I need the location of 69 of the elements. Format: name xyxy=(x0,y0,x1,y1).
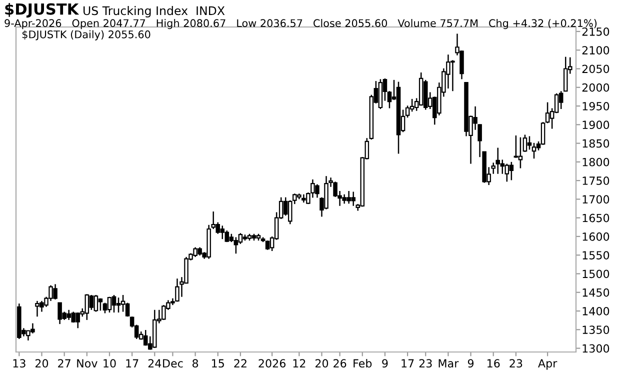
x-tick-label: 9 xyxy=(468,359,474,368)
candlestick xyxy=(98,298,103,312)
x-tick-label: 27 xyxy=(58,359,70,368)
x-tick-label: 24 xyxy=(148,359,162,368)
y-tick-label: 1500 xyxy=(582,270,610,278)
x-tick-label: 9 xyxy=(382,359,388,368)
x-tick-label: 26 xyxy=(334,359,346,368)
x-tick-label: Apr xyxy=(538,359,558,370)
y-tick-label: 1750 xyxy=(582,176,610,185)
x-tick-label: 15 xyxy=(212,359,224,368)
candlestick xyxy=(509,161,514,181)
y-tick-label: 1350 xyxy=(582,326,610,334)
candlestick xyxy=(518,136,523,169)
x-tick-label: 20 xyxy=(35,359,48,368)
chart-subtitle: US Trucking Index INDX xyxy=(84,6,225,18)
x-tick-label: Feb xyxy=(354,358,372,368)
y-tick-label: 1700 xyxy=(582,195,610,204)
y-tick-label: 1550 xyxy=(582,251,610,260)
candlestick xyxy=(112,294,116,314)
candlestick xyxy=(532,142,536,160)
candlestick xyxy=(238,232,243,245)
candlestick xyxy=(405,105,410,118)
y-tick-label: 1900 xyxy=(582,120,610,130)
y-tick-label: 2000 xyxy=(582,83,610,92)
candlestick xyxy=(125,302,130,318)
candlestick xyxy=(94,294,98,312)
candlestick xyxy=(504,163,510,182)
candlestick xyxy=(558,90,564,110)
x-tick-label: 8 xyxy=(192,359,198,368)
candlestick xyxy=(545,102,550,124)
x-tick-label: 12 xyxy=(293,359,306,368)
candlestick xyxy=(527,136,532,150)
candlestick xyxy=(107,296,112,314)
candlestick xyxy=(89,294,94,311)
x-tick-label: 13 xyxy=(13,359,26,368)
y-tick-label: 1400 xyxy=(582,306,610,316)
candlestick xyxy=(84,294,90,321)
x-tick-label: 17 xyxy=(402,359,414,368)
x-tick-label: 22 xyxy=(234,359,246,368)
candlestick xyxy=(120,294,126,312)
x-tick-label: 17 xyxy=(126,359,138,368)
y-tick-label: 2050 xyxy=(582,64,610,74)
candlestick xyxy=(410,98,414,112)
x-tick-label: 23 xyxy=(419,359,432,368)
x-tick-label: 16 xyxy=(488,359,500,368)
y-tick-label: 1450 xyxy=(582,288,610,297)
x-tick-label: 2026 xyxy=(258,359,286,368)
y-tick-label: 1800 xyxy=(582,158,610,166)
x-tick-label: 10 xyxy=(104,359,116,368)
y-tick-label: 1600 xyxy=(582,232,610,241)
y-tick-label: 2100 xyxy=(582,46,610,54)
candlestick xyxy=(265,240,270,251)
chart-title: $DJUSTK xyxy=(5,3,80,18)
x-tick-label: Nov xyxy=(77,359,98,368)
candlestick xyxy=(522,134,528,152)
y-tick-label: 1850 xyxy=(582,139,610,148)
y-tick-label: 1650 xyxy=(582,214,610,222)
y-tick-label: 1300 xyxy=(582,344,610,353)
annotation: 9-Apr-2026 Open 2047.77 High 2080.67 Low 2036.57 Close 2055.60 Volume 757.7M Chg +4.32 (+0.21%) xyxy=(4,19,597,30)
x-tick-label: Mar xyxy=(438,359,459,368)
x-tick-label: Dec xyxy=(163,359,183,368)
y-tick-label: 2150 xyxy=(582,27,610,36)
candlestick xyxy=(540,121,546,146)
x-tick-label: 20 xyxy=(315,359,328,368)
candlestick xyxy=(116,296,121,314)
candlestick xyxy=(234,236,238,254)
annotation: $DJUSTK (Daily) 2055.60 xyxy=(22,30,150,40)
y-tick-label: 1950 xyxy=(582,102,610,110)
x-tick-label: 23 xyxy=(510,359,522,368)
